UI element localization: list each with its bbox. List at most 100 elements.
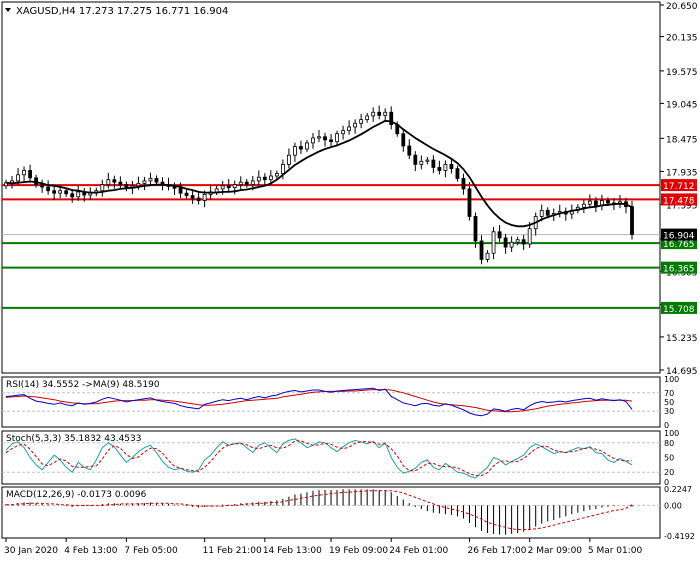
candle-body [244, 181, 249, 185]
candle-body [467, 188, 472, 217]
stoch-scale-label: 50 [664, 454, 674, 463]
price-tick-label: 20.135 [666, 34, 698, 44]
candle-body [22, 170, 26, 176]
candle [148, 172, 153, 186]
candle [467, 182, 472, 221]
candle-body [214, 188, 219, 193]
candle [305, 139, 309, 153]
candle-body [154, 178, 159, 183]
stoch-scale-label: 0 [664, 478, 669, 487]
chart-title: XAGUSD,H4 17.273 17.275 16.771 16.904 [16, 6, 228, 17]
candle [335, 130, 339, 145]
candle-body [365, 115, 370, 121]
candle [268, 170, 273, 185]
candle-body [383, 111, 388, 116]
candle [401, 128, 406, 152]
candle-body [443, 163, 448, 171]
candle [347, 120, 351, 135]
price-tick-label: 15.235 [666, 334, 698, 344]
candle [196, 191, 201, 205]
candle-body [323, 136, 327, 141]
candle-body [232, 184, 237, 189]
candle-body [226, 185, 231, 189]
candle-body [473, 216, 478, 242]
candle-body [527, 228, 532, 245]
x-tick-label: 30 Jan 2020 [4, 546, 58, 556]
candle [46, 180, 51, 195]
candle-body [389, 111, 394, 125]
candle [359, 113, 364, 129]
level-label: 17.712 [663, 182, 695, 192]
rsi-scale-label: 70 [664, 389, 674, 398]
candle-body [539, 209, 544, 217]
candle-body [196, 197, 201, 201]
candle [28, 164, 32, 183]
candle-body [353, 122, 358, 128]
rsi-scale-label: 30 [664, 407, 674, 416]
candle-body [148, 178, 153, 182]
candle [238, 176, 243, 190]
candle-body [503, 237, 508, 248]
candle-body [347, 126, 351, 132]
candle [274, 170, 279, 180]
candle-body [413, 154, 418, 165]
candle [112, 175, 117, 189]
candle-body [341, 130, 345, 135]
candle-body [335, 133, 339, 143]
candle [371, 107, 376, 122]
candle-body [359, 119, 364, 124]
candle-body [274, 173, 279, 177]
candle [587, 194, 592, 209]
price-tick-label: 19.575 [666, 68, 698, 78]
level-label: 17.478 [663, 196, 695, 206]
candle-body [509, 241, 514, 248]
candle-body [606, 200, 610, 204]
candle [76, 185, 81, 201]
level-label: 16.365 [663, 265, 695, 275]
candle [280, 159, 285, 180]
candle-body [268, 175, 273, 181]
candle-body [461, 178, 466, 190]
candle [22, 166, 26, 182]
candle-body [28, 170, 32, 179]
candle [70, 188, 75, 203]
x-tick-label: 7 Feb 05:00 [124, 546, 178, 556]
candle-body [371, 111, 376, 117]
candle-body [401, 133, 406, 147]
price-tick-label: 19.045 [666, 100, 698, 110]
candle [527, 221, 532, 249]
candle-body [299, 146, 303, 150]
macd-scale-label: 0.00 [664, 501, 682, 510]
candle [419, 155, 424, 170]
candle-body [515, 239, 520, 243]
candle [353, 119, 358, 134]
candle [443, 160, 448, 178]
candle-body [630, 206, 634, 236]
candle-body [58, 190, 63, 194]
candle [377, 105, 382, 120]
candle [40, 179, 45, 193]
candle [437, 160, 442, 175]
rsi-scale-label: 50 [664, 398, 674, 407]
candle-body [305, 142, 309, 150]
stoch-label: Stoch(5,3,3) 35.1832 43.4533 [6, 434, 141, 444]
level-label: 16.765 [663, 240, 695, 250]
candle-body [16, 174, 20, 182]
x-tick-label: 5 Mar 01:00 [588, 546, 643, 556]
candle [52, 186, 57, 200]
candle-body [449, 163, 454, 170]
candle-body [287, 154, 291, 165]
candle-body [142, 180, 147, 184]
candle-body [431, 159, 436, 168]
candle [178, 182, 183, 199]
candle [293, 142, 297, 162]
candle-body [497, 231, 502, 239]
candle-body [100, 184, 105, 192]
candle-body [329, 139, 333, 143]
candle-body [76, 191, 81, 198]
candle [407, 139, 412, 160]
stoch-scale-label: 80 [664, 439, 674, 448]
candle-body [220, 185, 225, 190]
candle [425, 157, 430, 165]
